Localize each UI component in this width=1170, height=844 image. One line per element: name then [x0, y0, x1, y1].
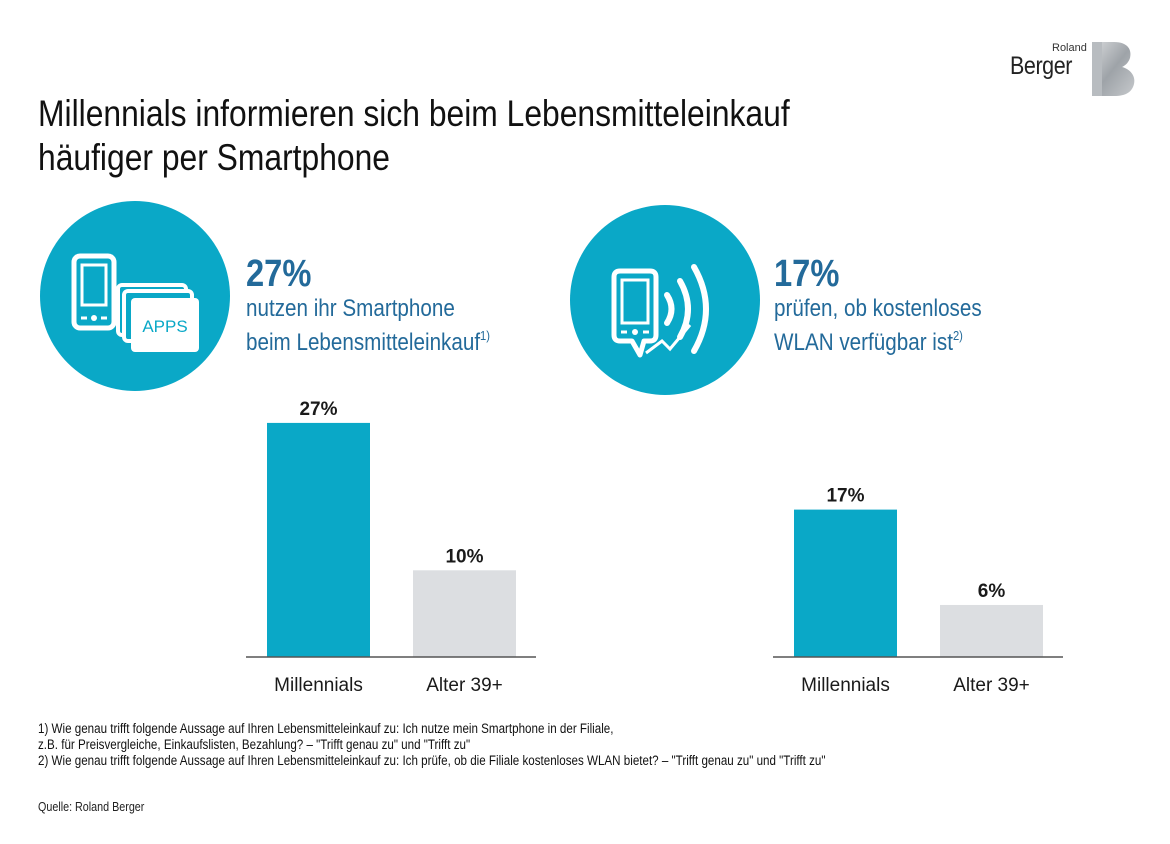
bar-chart-wlan-check: 17% Millennials 6% Alter 39+ [767, 390, 1077, 705]
bar-millennials [267, 422, 370, 657]
stat-value: 17% [774, 253, 840, 295]
stat-block-smartphone-use: 27% nutzen ihr Smartphone beim Lebensmit… [246, 253, 530, 356]
category-label: Millennials [801, 675, 890, 696]
bar-value-label: 6% [978, 581, 1006, 602]
bar-alter-39- [940, 604, 1043, 657]
footnote-1-line-1: 1) Wie genau trifft folgende Aussage auf… [38, 721, 614, 736]
category-label: Alter 39+ [953, 675, 1030, 696]
bar-value-label: 17% [826, 486, 864, 507]
chart-svg: 17% Millennials 6% Alter 39+ [773, 486, 1063, 696]
stat-desc-line-2: WLAN verfügbar ist [774, 329, 953, 356]
stat-block-wlan-check: 17% prüfen, ob kostenloses WLAN verfügba… [774, 253, 1016, 356]
logo-text-roland: Roland [1052, 42, 1087, 54]
bar-value-label: 10% [445, 546, 483, 567]
footnote-ref: 2) [952, 328, 963, 343]
logo-text-berger: Berger [1010, 52, 1072, 80]
wifi-icon-circle [570, 205, 760, 395]
stat-value: 27% [246, 253, 312, 295]
stat-desc-line-1: prüfen, ob kostenloses [774, 295, 982, 322]
footnotes: 1) Wie genau trifft folgende Aussage auf… [38, 721, 954, 769]
stat-desc-line-2: beim Lebensmitteleinkauf [246, 329, 481, 356]
footnote-1-line-2: z.B. für Preisvergleiche, Einkaufslisten… [38, 737, 471, 752]
smartphone-apps-icon: APPS [71, 253, 199, 352]
bar-millennials [794, 509, 897, 657]
apps-icon-circle: APPS [40, 201, 230, 391]
chart-svg: 27% Millennials 10% Alter 39+ [246, 399, 536, 696]
roland-berger-logo: Roland Berger [1010, 42, 1135, 98]
title-line-1: Millennials informieren sich beim Lebens… [38, 93, 790, 134]
category-label: Millennials [274, 675, 363, 696]
bar-value-label: 27% [299, 399, 337, 420]
bar-alter-39- [413, 570, 516, 657]
footnote-ref: 1) [480, 328, 490, 343]
source-note: Quelle: Roland Berger [38, 800, 145, 814]
bar-chart-smartphone-use: 27% Millennials 10% Alter 39+ [240, 390, 550, 705]
logo-b-icon [1092, 42, 1135, 96]
apps-label: APPS [142, 317, 187, 336]
smartphone-wifi-icon [611, 264, 709, 358]
category-label: Alter 39+ [426, 675, 503, 696]
page-title: Millennials informieren sich beim Lebens… [38, 92, 912, 180]
title-line-2: häufiger per Smartphone [38, 137, 391, 178]
footnote-2: 2) Wie genau trifft folgende Aussage auf… [38, 753, 826, 768]
stat-desc-line-1: nutzen ihr Smartphone [246, 295, 455, 322]
